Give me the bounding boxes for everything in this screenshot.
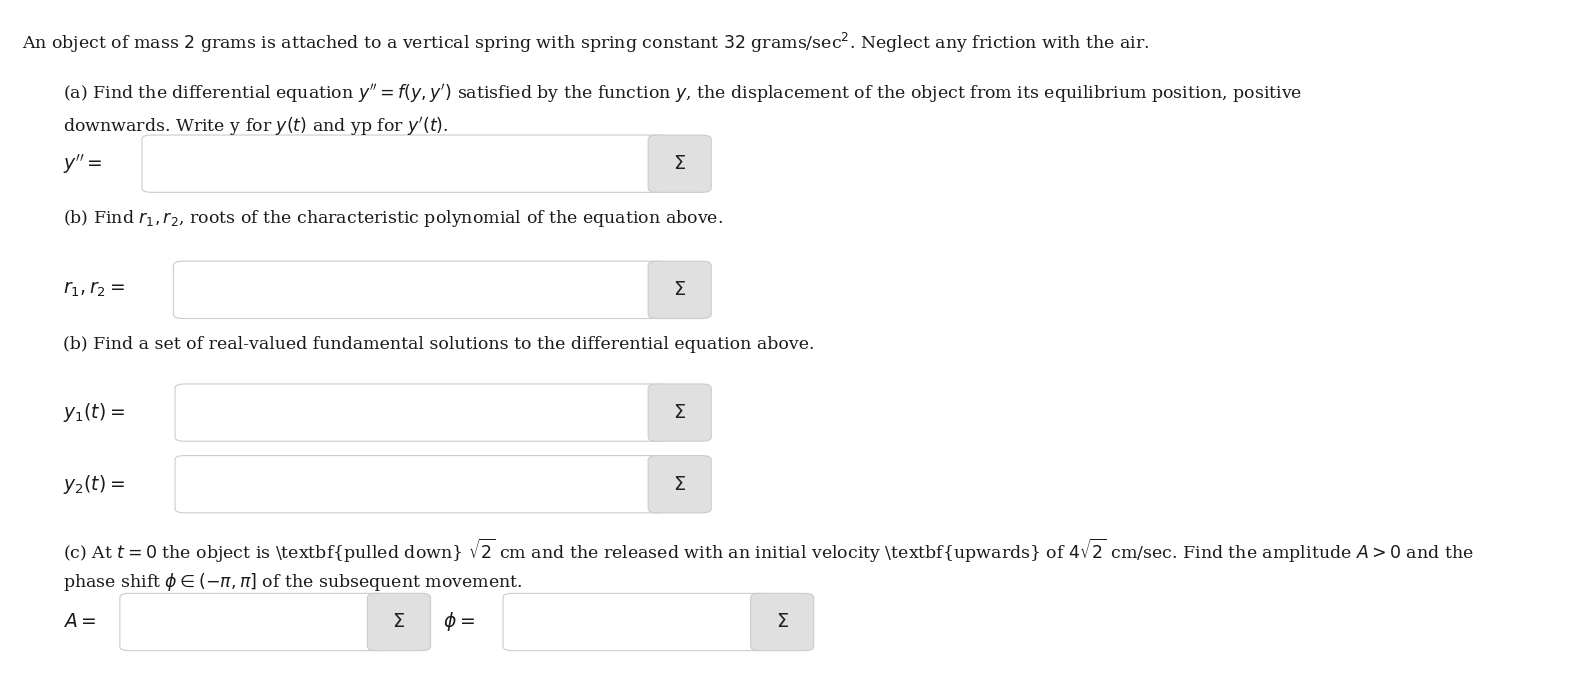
FancyBboxPatch shape — [120, 593, 386, 651]
Text: $A =$: $A =$ — [63, 613, 96, 631]
FancyBboxPatch shape — [173, 261, 667, 318]
FancyBboxPatch shape — [648, 384, 711, 441]
FancyBboxPatch shape — [503, 593, 770, 651]
FancyBboxPatch shape — [648, 261, 711, 318]
Text: $\Sigma$: $\Sigma$ — [673, 475, 686, 494]
Text: $\Sigma$: $\Sigma$ — [393, 612, 405, 632]
FancyBboxPatch shape — [175, 456, 667, 513]
Text: $\phi =$: $\phi =$ — [443, 610, 475, 634]
FancyBboxPatch shape — [367, 593, 431, 651]
Text: phase shift $\phi \in (-\pi, \pi]$ of the subsequent movement.: phase shift $\phi \in (-\pi, \pi]$ of th… — [63, 571, 524, 593]
FancyBboxPatch shape — [142, 135, 667, 192]
Text: $\Sigma$: $\Sigma$ — [776, 612, 788, 632]
Text: $y_2(t) =$: $y_2(t) =$ — [63, 473, 125, 496]
Text: $y_1(t) =$: $y_1(t) =$ — [63, 401, 125, 424]
Text: $\Sigma$: $\Sigma$ — [673, 154, 686, 173]
Text: (b) Find a set of real-valued fundamental solutions to the differential equation: (b) Find a set of real-valued fundamenta… — [63, 336, 815, 353]
Text: (c) At $t = 0$ the object is \textbf{pulled down} $\sqrt{2}$ cm and the released: (c) At $t = 0$ the object is \textbf{pul… — [63, 537, 1474, 565]
Text: (a) Find the differential equation $y'' = f(y, y')$ satisfied by the function $y: (a) Find the differential equation $y'' … — [63, 82, 1303, 105]
Text: $\Sigma$: $\Sigma$ — [673, 403, 686, 422]
Text: $y'' =$: $y'' =$ — [63, 151, 103, 176]
Text: $r_1, r_2 =$: $r_1, r_2 =$ — [63, 281, 125, 299]
Text: $\Sigma$: $\Sigma$ — [673, 280, 686, 299]
FancyBboxPatch shape — [751, 593, 814, 651]
FancyBboxPatch shape — [648, 135, 711, 192]
FancyBboxPatch shape — [648, 456, 711, 513]
Text: An object of mass $2$ grams is attached to a vertical spring with spring constan: An object of mass $2$ grams is attached … — [22, 31, 1150, 55]
FancyBboxPatch shape — [175, 384, 667, 441]
Text: (b) Find $r_1, r_2$, roots of the characteristic polynomial of the equation abov: (b) Find $r_1, r_2$, roots of the charac… — [63, 208, 724, 229]
Text: downwards. Write y for $y(t)$ and yp for $y'(t)$.: downwards. Write y for $y(t)$ and yp for… — [63, 115, 448, 138]
